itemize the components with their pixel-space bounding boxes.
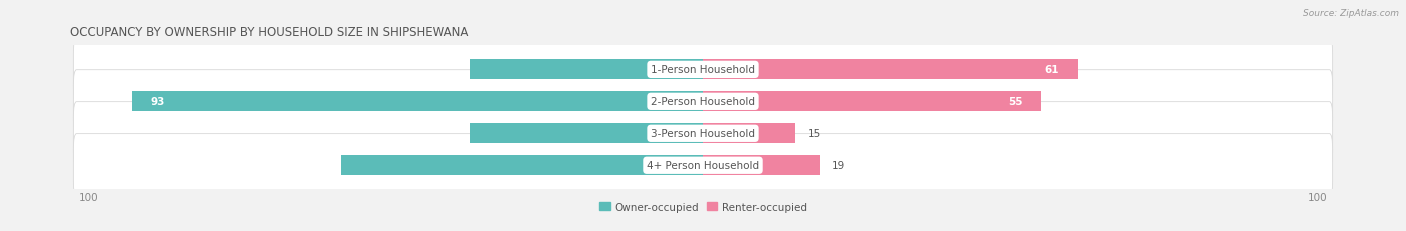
Bar [703, 156, 820, 175]
Text: 2-Person Household: 2-Person Household [651, 97, 755, 107]
Bar [340, 156, 703, 175]
Text: 38: 38 [678, 129, 690, 139]
Text: 1-Person Household: 1-Person Household [651, 65, 755, 75]
FancyBboxPatch shape [73, 102, 1333, 165]
Text: 61: 61 [1045, 65, 1059, 75]
Text: 59: 59 [678, 161, 690, 170]
Bar [470, 60, 703, 80]
Text: 4+ Person Household: 4+ Person Household [647, 161, 759, 170]
FancyBboxPatch shape [73, 70, 1333, 134]
Bar [703, 124, 796, 144]
Bar [470, 124, 703, 144]
Legend: Owner-occupied, Renter-occupied: Owner-occupied, Renter-occupied [595, 198, 811, 216]
Text: 93: 93 [150, 97, 165, 107]
Bar [132, 92, 703, 112]
Bar [703, 60, 1078, 80]
Text: 15: 15 [807, 129, 821, 139]
FancyBboxPatch shape [73, 39, 1333, 102]
Text: OCCUPANCY BY OWNERSHIP BY HOUSEHOLD SIZE IN SHIPSHEWANA: OCCUPANCY BY OWNERSHIP BY HOUSEHOLD SIZE… [70, 26, 468, 39]
Text: 55: 55 [1008, 97, 1022, 107]
FancyBboxPatch shape [73, 134, 1333, 197]
Text: 19: 19 [832, 161, 845, 170]
Text: 38: 38 [678, 65, 690, 75]
Text: 3-Person Household: 3-Person Household [651, 129, 755, 139]
Bar [703, 92, 1040, 112]
Text: Source: ZipAtlas.com: Source: ZipAtlas.com [1303, 9, 1399, 18]
